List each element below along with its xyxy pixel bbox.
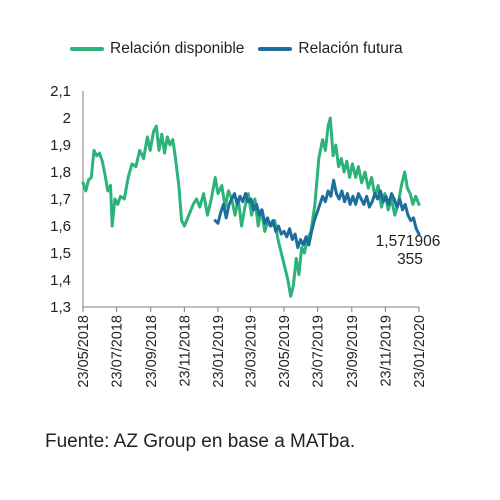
legend-item-futura: Relación futura xyxy=(258,40,403,58)
legend-label-futura: Relación futura xyxy=(298,40,403,57)
y-tick-label: 1,9 xyxy=(50,137,71,154)
y-tick-label: 1,6 xyxy=(50,218,71,235)
y-tick-label: 1,8 xyxy=(50,164,71,181)
annotation-value-line2: 355 xyxy=(397,251,423,268)
legend-swatch-futura xyxy=(258,47,293,51)
legend-swatch-disponible xyxy=(70,47,104,51)
y-tick-label: 1,7 xyxy=(50,191,71,208)
y-tick-label: 2 xyxy=(63,110,71,127)
chart-series xyxy=(81,116,421,298)
x-tick-label: 23/01/2020 xyxy=(412,315,428,388)
x-tick-label: 23/05/2019 xyxy=(277,315,293,388)
x-tick-label: 23/07/2018 xyxy=(110,315,126,388)
y-tick-label: 1,5 xyxy=(50,245,71,262)
x-tick-label: 23/03/2019 xyxy=(243,315,259,388)
legend-item-disponible: Relación disponible xyxy=(70,40,244,58)
series-line-relacion-futura xyxy=(213,178,421,250)
x-tick-label: 23/11/2019 xyxy=(378,315,394,387)
chart-legend: Relación disponible Relación futura xyxy=(70,40,403,58)
chart-axes: 1,3 1,4 1,5 1,6 1,7 1,8 1,9 2 2,1 23/05/2018 23/07… xyxy=(50,83,428,388)
x-tick-label: 23/07/2019 xyxy=(311,315,327,388)
legend-label-disponible: Relación disponible xyxy=(110,40,245,57)
x-tick-label: 23/05/2018 xyxy=(76,315,92,388)
x-tick-label: 23/09/2018 xyxy=(144,315,160,388)
y-tick-label: 1,3 xyxy=(50,299,71,316)
y-tick-label: 1,4 xyxy=(50,272,71,289)
x-tick-label: 23/01/2019 xyxy=(211,315,227,388)
x-tick-label: 23/11/2018 xyxy=(177,315,193,387)
x-tick-label: 23/09/2019 xyxy=(345,315,361,388)
source-note: Fuente: AZ Group en base a MATba. xyxy=(45,431,356,452)
y-tick-label: 2,1 xyxy=(50,83,71,100)
annotation-value-line1: 1,571906 xyxy=(376,233,441,250)
